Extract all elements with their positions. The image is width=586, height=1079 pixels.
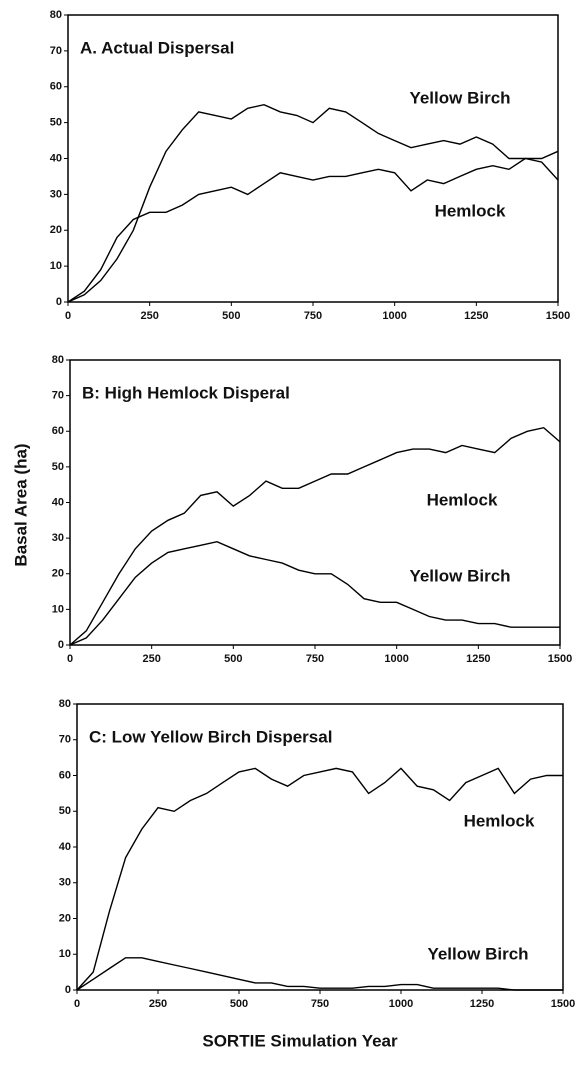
series-label: Hemlock	[464, 811, 535, 830]
y-tick-label: 40	[52, 496, 64, 508]
y-tick-label: 70	[52, 390, 64, 402]
y-tick-label: 50	[59, 805, 71, 817]
y-tick-label: 10	[59, 948, 71, 960]
x-tick-label: 1000	[384, 653, 408, 665]
series-label: Yellow Birch	[409, 88, 510, 107]
series-line	[69, 540, 560, 646]
series-line	[69, 426, 561, 646]
y-tick-label: 50	[52, 461, 64, 473]
x-tick-label: 250	[142, 653, 160, 665]
y-tick-label: 70	[59, 734, 71, 746]
y-tick-label: 10	[50, 260, 62, 272]
x-tick-label: 1500	[551, 998, 575, 1010]
y-tick-label: 80	[50, 9, 62, 21]
y-tick-label: 40	[50, 152, 62, 164]
x-tick-label: 0	[65, 310, 71, 322]
y-axis-label: Basal Area (ha)	[11, 443, 30, 566]
y-tick-label: 0	[65, 984, 71, 996]
y-tick-label: 50	[50, 117, 62, 129]
series-label: Yellow Birch	[409, 566, 510, 585]
series-label: Hemlock	[435, 201, 506, 220]
y-tick-label: 20	[50, 224, 62, 236]
y-tick-label: 70	[50, 45, 62, 57]
x-tick-label: 1500	[546, 310, 570, 322]
y-tick-label: 20	[52, 568, 64, 580]
y-tick-label: 40	[59, 841, 71, 853]
series-line	[67, 103, 559, 303]
series-line	[67, 150, 559, 303]
x-tick-label: 750	[311, 998, 329, 1010]
x-tick-label: 1000	[382, 310, 406, 322]
x-axis-label: SORTIE Simulation Year	[202, 1031, 398, 1050]
y-tick-label: 60	[50, 81, 62, 93]
x-tick-label: 750	[306, 653, 324, 665]
y-tick-label: 30	[59, 877, 71, 889]
y-tick-label: 60	[52, 425, 64, 437]
panel-title: C: Low Yellow Birch Dispersal	[89, 727, 332, 746]
y-tick-label: 30	[50, 188, 62, 200]
y-tick-label: 10	[52, 603, 64, 615]
y-tick-label: 30	[52, 532, 64, 544]
series-line	[76, 957, 563, 991]
series-label: Hemlock	[427, 490, 498, 509]
x-tick-label: 0	[74, 998, 80, 1010]
x-tick-label: 1000	[389, 998, 413, 1010]
x-tick-label: 500	[224, 653, 242, 665]
y-tick-label: 60	[59, 769, 71, 781]
series-label: Yellow Birch	[427, 944, 528, 963]
x-tick-label: 0	[67, 653, 73, 665]
x-tick-label: 250	[140, 310, 158, 322]
x-tick-label: 500	[230, 998, 248, 1010]
y-tick-label: 0	[56, 296, 62, 308]
y-tick-label: 0	[58, 639, 64, 651]
y-tick-label: 20	[59, 912, 71, 924]
x-tick-label: 1250	[464, 310, 488, 322]
x-tick-label: 250	[149, 998, 167, 1010]
series-line	[76, 767, 563, 991]
y-tick-label: 80	[59, 698, 71, 710]
y-tick-label: 80	[52, 354, 64, 366]
plot-frame	[67, 14, 559, 303]
panel-title: A. Actual Dispersal	[80, 38, 234, 57]
x-tick-label: 500	[222, 310, 240, 322]
x-tick-label: 1500	[548, 653, 572, 665]
x-tick-label: 1250	[470, 998, 494, 1010]
panel-title: B: High Hemlock Disperal	[82, 383, 290, 402]
x-tick-label: 750	[304, 310, 322, 322]
x-tick-label: 1250	[466, 653, 490, 665]
